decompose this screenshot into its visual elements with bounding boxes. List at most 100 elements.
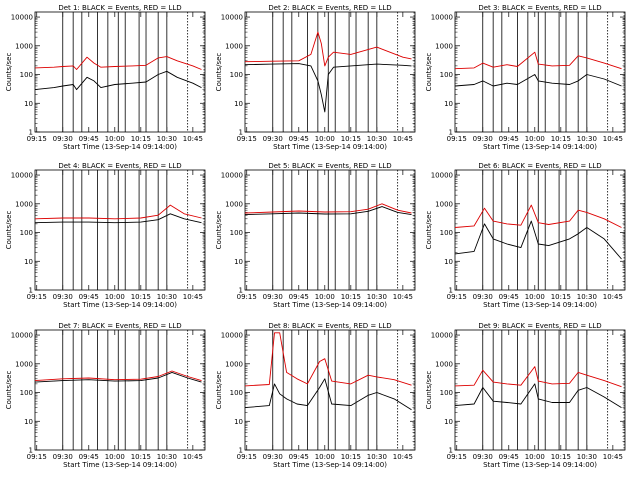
x-tick-label: 10:00 <box>525 453 545 461</box>
x-tick-label: 10:00 <box>315 135 335 143</box>
x-tick-label: 09:30 <box>53 135 73 143</box>
x-axis-label: Start Time (13-Sep-14 09:14:00) <box>63 301 177 309</box>
x-tick-label: 10:00 <box>525 135 545 143</box>
series-line-events <box>454 220 622 260</box>
y-tick-label: 1000 <box>435 42 453 50</box>
series-line-events <box>244 63 412 113</box>
x-tick-label: 10:15 <box>551 135 571 143</box>
y-tick-label: 10000 <box>431 14 453 22</box>
y-tick-label: 100 <box>230 71 243 79</box>
series-line-events <box>454 383 622 408</box>
y-tick-label: 100 <box>230 229 243 237</box>
y-tick-label: 1000 <box>435 360 453 368</box>
panel-title: Det 5: BLACK = Events, RED = LLD <box>268 162 391 170</box>
x-tick-label: 10:15 <box>131 453 151 461</box>
x-tick-label: 10:15 <box>341 453 361 461</box>
x-tick-label: 10:30 <box>367 453 387 461</box>
x-tick-label: 09:45 <box>499 135 519 143</box>
panel-9: Det 9: BLACK = Events, RED = LLD 1 10 100 10… <box>425 322 626 469</box>
plot-frame <box>244 11 416 133</box>
y-axis-label: Counts/sec <box>215 371 223 410</box>
x-tick-label: 10:30 <box>157 135 177 143</box>
x-tick-label: 09:45 <box>499 293 519 301</box>
series-line-events <box>34 213 202 224</box>
y-tick-label: 10000 <box>221 332 243 340</box>
y-tick-label: 10000 <box>221 14 243 22</box>
x-tick-label: 09:15 <box>237 293 257 301</box>
x-axis-label: Start Time (13-Sep-14 09:14:00) <box>483 461 597 469</box>
panel-title: Det 6: BLACK = Events, RED = LLD <box>478 162 601 170</box>
plot-frame <box>34 11 206 133</box>
y-tick-label: 100 <box>20 71 33 79</box>
panel-title: Det 2: BLACK = Events, RED = LLD <box>268 4 391 12</box>
y-tick-label: 1 <box>29 129 33 137</box>
y-tick-label: 100 <box>440 229 453 237</box>
y-tick-label: 1000 <box>225 360 243 368</box>
x-tick-label: 10:00 <box>105 135 125 143</box>
y-tick-label: 1 <box>449 287 453 295</box>
x-axis-label: Start Time (13-Sep-14 09:14:00) <box>63 461 177 469</box>
y-tick-label: 100 <box>230 389 243 397</box>
x-tick-label: 10:45 <box>183 453 203 461</box>
series-line-events <box>244 378 412 411</box>
panel-3: Det 3: BLACK = Events, RED = LLD 1 10 100 10… <box>425 4 626 151</box>
plot-frame <box>454 169 626 291</box>
plot-frame <box>454 329 626 451</box>
x-tick-label: 10:30 <box>157 293 177 301</box>
y-tick-label: 1000 <box>225 200 243 208</box>
x-axis-label: Start Time (13-Sep-14 09:14:00) <box>273 461 387 469</box>
y-tick-label: 1000 <box>225 42 243 50</box>
y-tick-label: 100 <box>440 389 453 397</box>
y-tick-label: 10000 <box>11 14 33 22</box>
y-axis-label: Counts/sec <box>425 53 433 92</box>
x-tick-label: 09:15 <box>237 135 257 143</box>
x-tick-label: 09:30 <box>53 293 73 301</box>
x-tick-label: 10:45 <box>603 453 623 461</box>
series-line-lld <box>244 203 412 214</box>
x-tick-label: 10:00 <box>105 293 125 301</box>
panel-title: Det 8: BLACK = Events, RED = LLD <box>268 322 391 330</box>
series-line-events <box>34 371 202 383</box>
y-tick-label: 10000 <box>11 332 33 340</box>
y-axis-label: Counts/sec <box>215 53 223 92</box>
y-tick-label: 10000 <box>431 332 453 340</box>
x-tick-label: 10:30 <box>577 135 597 143</box>
x-axis-label: Start Time (13-Sep-14 09:14:00) <box>483 143 597 151</box>
x-tick-label: 10:00 <box>315 453 335 461</box>
plot-frame <box>34 169 206 291</box>
x-tick-label: 10:45 <box>393 453 413 461</box>
panel-title: Det 4: BLACK = Events, RED = LLD <box>58 162 181 170</box>
series-line-events <box>34 70 202 91</box>
y-tick-label: 1000 <box>435 200 453 208</box>
panel-title: Det 7: BLACK = Events, RED = LLD <box>58 322 181 330</box>
series-line-lld <box>454 51 622 70</box>
x-tick-label: 09:30 <box>473 293 493 301</box>
y-tick-label: 10 <box>234 258 243 266</box>
x-tick-label: 10:00 <box>315 293 335 301</box>
x-axis-label: Start Time (13-Sep-14 09:14:00) <box>273 143 387 151</box>
series-line-lld <box>454 366 622 388</box>
y-tick-label: 1 <box>29 447 33 455</box>
y-tick-label: 1 <box>239 287 243 295</box>
series-line-lld <box>244 332 412 387</box>
panel-2: Det 2: BLACK = Events, RED = LLD 1 10 100 10… <box>215 4 416 151</box>
plot-frame <box>244 169 416 291</box>
x-tick-label: 10:30 <box>157 453 177 461</box>
x-tick-label: 09:45 <box>289 293 309 301</box>
x-tick-label: 10:45 <box>183 293 203 301</box>
panel-6: Det 6: BLACK = Events, RED = LLD 1 10 100 10… <box>425 162 626 309</box>
x-tick-label: 10:00 <box>525 293 545 301</box>
y-tick-label: 100 <box>440 71 453 79</box>
x-tick-label: 09:30 <box>473 453 493 461</box>
panel-5: Det 5: BLACK = Events, RED = LLD 1 10 100 10… <box>215 162 416 309</box>
x-tick-label: 10:15 <box>551 293 571 301</box>
x-axis-label: Start Time (13-Sep-14 09:14:00) <box>63 143 177 151</box>
y-tick-label: 10 <box>234 418 243 426</box>
x-tick-label: 09:15 <box>27 293 47 301</box>
x-tick-label: 10:45 <box>603 293 623 301</box>
x-tick-label: 10:45 <box>603 135 623 143</box>
x-tick-label: 09:45 <box>79 293 99 301</box>
y-tick-label: 1000 <box>15 360 33 368</box>
